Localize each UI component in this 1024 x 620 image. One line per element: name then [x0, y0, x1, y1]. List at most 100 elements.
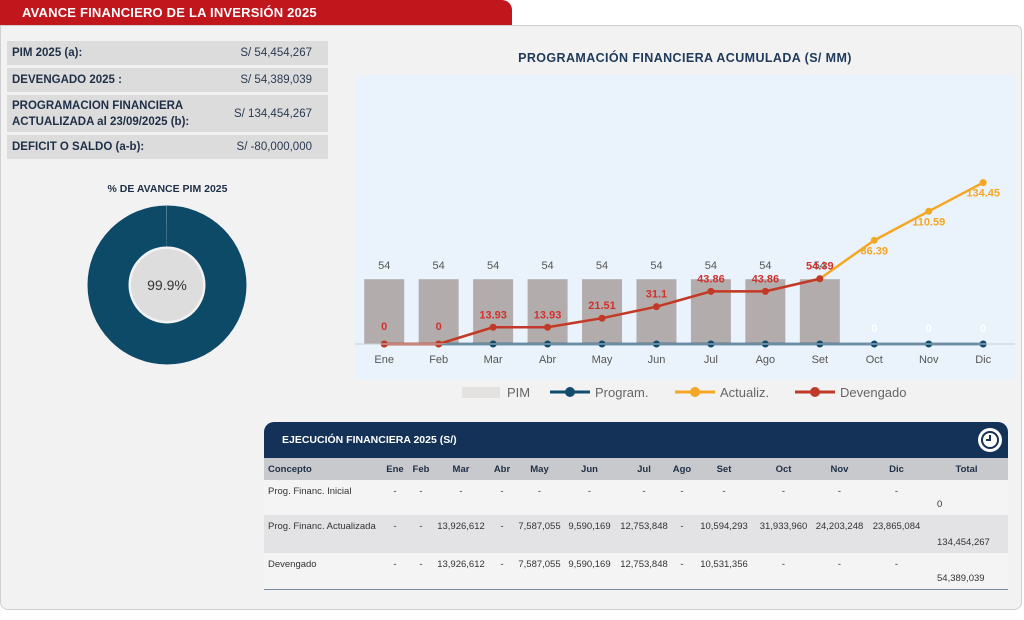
x-tick-label: Feb [429, 354, 448, 366]
table-cell: 13,926,612 [434, 553, 488, 590]
col-header: Set [692, 458, 756, 480]
col-header: Mar [434, 458, 488, 480]
summary-row-devengado: DEVENGADO 2025 : S/ 54,389,039 [7, 68, 328, 92]
row-total: 134,454,267 [925, 515, 1008, 553]
table-cell: - [868, 553, 925, 590]
table-cell: 23,865,084 [868, 515, 925, 553]
bar-pim-mar [473, 279, 514, 344]
table-cell: 7,587,055 [516, 553, 563, 590]
data-label-devengado: 0 [436, 321, 442, 333]
x-tick-label: Ene [374, 354, 394, 366]
page-title: AVANCE FINANCIERO DE LA INVERSIÓN 2025 [22, 5, 317, 20]
row-prog-inicial: Prog. Financ. Inicial - - - - - - - - - - - -0 [264, 480, 1008, 515]
x-tick-label: May [592, 354, 613, 366]
bar-pim-abr [527, 279, 568, 344]
data-label-devengado: 43.86 [697, 273, 725, 285]
execution-header: EJECUCIÓN FINANCIERA 2025 (S/) [264, 422, 1008, 458]
table-cell: - [563, 480, 616, 515]
table-cell: - [408, 515, 434, 553]
row-total: 0 [925, 480, 1008, 515]
legend-marker-actualiz [690, 387, 700, 397]
bar-label: 54 [759, 260, 771, 272]
table-cell: - [811, 480, 868, 515]
point-actualiz [870, 236, 878, 244]
point-devengado [598, 314, 606, 322]
summary-table: PIM 2025 (a): S/ 54,454,267 DEVENGADO 20… [7, 41, 328, 162]
bar-pim-may [582, 279, 623, 344]
table-cell: 9,590,169 [563, 515, 616, 553]
data-label-devengado: 43.86 [752, 273, 780, 285]
table-cell: - [672, 553, 692, 590]
page-header: AVANCE FINANCIERO DE LA INVERSIÓN 2025 [0, 0, 512, 25]
row-concept: Prog. Financ. Inicial [264, 480, 382, 515]
pim-progress-donut: 99.9% [87, 205, 247, 365]
table-cell: - [516, 480, 563, 515]
table-cell: - [756, 480, 811, 515]
clock-icon[interactable] [978, 428, 1002, 452]
data-label-actualiz: 86.39 [861, 245, 889, 257]
accumulated-financial-chart: 54 54 54 54 54 54 54 54 54 0 0 0 86.39 110.59 134.45 0… [355, 75, 1015, 400]
table-cell: 9,590,169 [563, 553, 616, 590]
bar-label: 54 [433, 260, 445, 272]
point-devengado [816, 275, 824, 283]
legend-marker-devengado [810, 387, 820, 397]
x-tick-label: Oct [866, 354, 883, 366]
col-header: May [516, 458, 563, 480]
legend-label: Actualiz. [720, 385, 769, 400]
table-cell: - [382, 553, 408, 590]
row-devengado: Devengado - -13,926,612-7,587,055 9,590,169… [264, 553, 1008, 590]
data-label-devengado: 0 [381, 321, 387, 333]
col-header: Concepto [264, 458, 382, 480]
col-header: Ene [382, 458, 408, 480]
data-label-devengado: 54.39 [806, 261, 834, 273]
col-header: Ago [672, 458, 692, 480]
summary-row-pim: PIM 2025 (a): S/ 54,454,267 [7, 41, 328, 65]
donut-center [131, 249, 203, 321]
data-label-devengado: 13.93 [479, 309, 507, 321]
point-actualiz [979, 179, 987, 187]
x-tick-label: Abr [539, 354, 556, 366]
summary-value: S/ 134,454,267 [233, 107, 312, 120]
donut-title: % DE AVANCE PIM 2025 [107, 183, 228, 195]
bar-label: 54 [814, 260, 826, 272]
data-label-program: 0 [871, 323, 877, 335]
bar-pim-ene [364, 279, 405, 344]
x-tick-label: Nov [919, 354, 939, 366]
summary-value: S/ 54,454,267 [240, 47, 312, 59]
point-actualiz [925, 207, 933, 215]
donut-label: 99.9% [147, 277, 187, 293]
col-header: Feb [408, 458, 434, 480]
point-devengado [652, 303, 660, 311]
summary-value: S/ 54,389,039 [240, 74, 312, 86]
summary-label: DEFICIT O SALDO (a-b): [12, 141, 145, 153]
bar-label: 54 [378, 260, 390, 272]
table-cell: - [672, 480, 692, 515]
execution-title: EJECUCIÓN FINANCIERA 2025 (S/) [282, 434, 457, 446]
table-cell: - [672, 515, 692, 553]
summary-row-deficit: DEFICIT O SALDO (a-b): S/ -80,000,000 [7, 135, 328, 159]
table-cell: - [382, 480, 408, 515]
bar-pim-feb [418, 279, 459, 344]
x-tick-label: Jul [704, 354, 718, 366]
summary-value: S/ -80,000,000 [236, 141, 312, 153]
col-header: Oct [756, 458, 811, 480]
row-concept: Devengado [264, 553, 382, 590]
bar-pim-jun [636, 279, 677, 344]
legend-label: Program. [595, 385, 648, 400]
table-cell: - [488, 515, 516, 553]
table-cell: - [382, 515, 408, 553]
table-cell: 13,926,612 [434, 515, 488, 553]
table-cell: - [434, 480, 488, 515]
x-tick-label: Dic [975, 354, 991, 366]
bar-label: 54 [596, 260, 608, 272]
data-label-devengado: 13.93 [534, 309, 562, 321]
row-prog-actualizada: Prog. Financ. Actualizada - -13,926,612-7,… [264, 515, 1008, 553]
data-label-program: 0 [980, 323, 986, 335]
data-label-program: 0 [926, 323, 932, 335]
col-header: Jul [616, 458, 672, 480]
bar-label: 54 [705, 260, 717, 272]
col-header: Abr [488, 458, 516, 480]
chart-plot-area [355, 75, 1015, 380]
x-tick-label: Jun [648, 354, 666, 366]
table-cell: - [408, 480, 434, 515]
